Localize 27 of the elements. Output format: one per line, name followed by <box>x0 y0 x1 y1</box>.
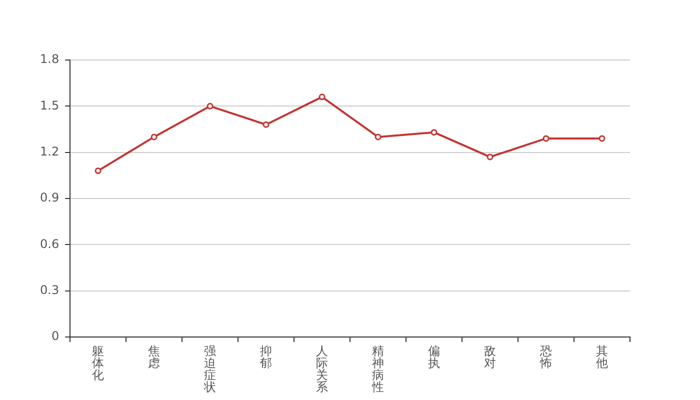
y-tick-label: 0.3 <box>40 282 60 297</box>
point <box>94 168 102 174</box>
x-tick-label: 躯体化 <box>92 344 104 382</box>
point <box>150 134 158 140</box>
y-tick-label: 1.5 <box>40 98 60 112</box>
point <box>486 154 494 160</box>
x-tick-label: 抑郁 <box>260 344 272 370</box>
y-tick-label: 1.8 <box>40 52 60 66</box>
point <box>374 134 382 140</box>
point <box>206 102 214 110</box>
x-tick-label: 其他 <box>596 344 608 370</box>
point <box>262 121 270 128</box>
point <box>430 129 438 136</box>
x-tick-label: 偏执 <box>428 344 440 370</box>
x-tick-label: 焦虑 <box>148 344 160 370</box>
y-tick-label: 0 <box>51 329 60 344</box>
x-tick-label: 人际关系 <box>316 344 328 394</box>
point <box>542 135 550 142</box>
x-tick-label: 强迫症状 <box>203 344 216 394</box>
y-tick-label: 0.9 <box>40 190 60 205</box>
point <box>318 94 326 100</box>
y-tick-label: 0.6 <box>40 236 60 251</box>
x-tick-label: 精神病性 <box>371 344 384 394</box>
y-tick-label: 1.2 <box>40 144 60 158</box>
point <box>598 135 606 142</box>
x-tick-label: 敌对 <box>484 344 496 370</box>
x-tick-label: 恐怖 <box>539 344 552 370</box>
